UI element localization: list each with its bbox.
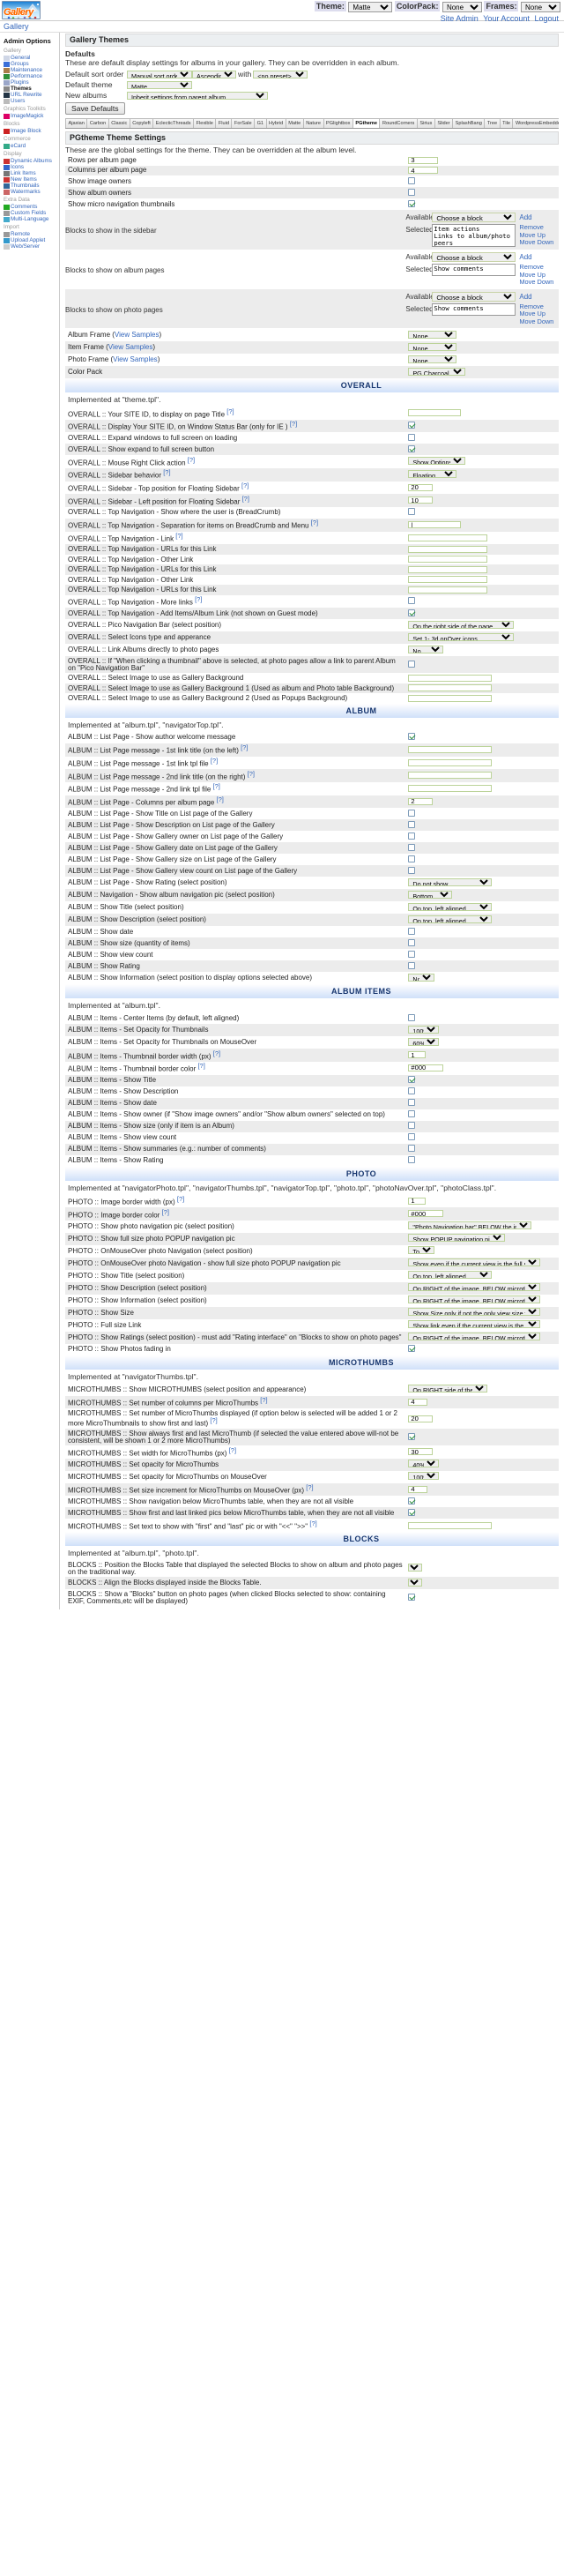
svg-text:Gallery: Gallery <box>4 7 34 18</box>
